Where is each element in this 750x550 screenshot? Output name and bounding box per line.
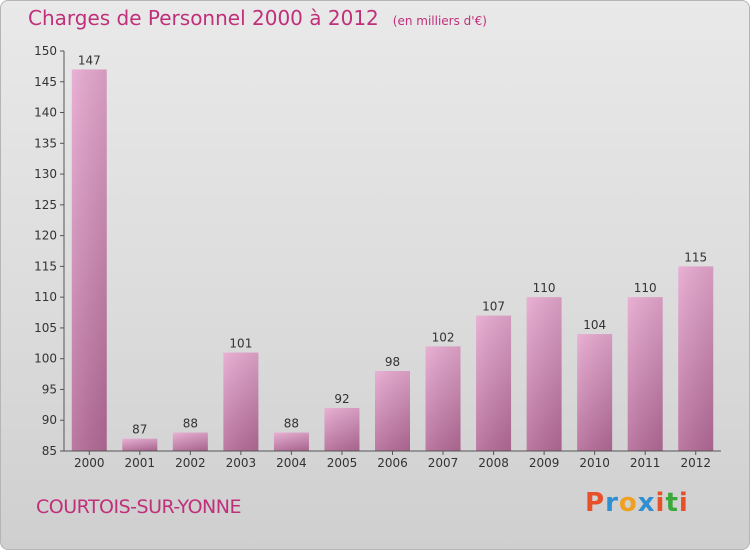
- y-tick-label: 110: [34, 290, 57, 304]
- y-tick-label: 115: [34, 259, 57, 273]
- x-tick-label: 2009: [529, 456, 560, 470]
- proxiti-logo: Proxiti: [585, 488, 689, 518]
- data-label: 101: [229, 337, 252, 351]
- x-tick-label: 2000: [74, 456, 105, 470]
- commune-name: COURTOIS-SUR-YONNE: [36, 496, 241, 518]
- bar-shade: [71, 69, 107, 451]
- bar-shade: [627, 297, 663, 451]
- data-label: 88: [284, 417, 299, 431]
- bars: 147 87 88 101 88 92 98 102 107 110 104 110 115: [71, 53, 714, 451]
- bar-shade: [122, 438, 158, 451]
- bar-shade: [273, 432, 309, 451]
- logo-letter: x: [637, 488, 656, 518]
- logo-letter: i: [678, 488, 689, 518]
- logo-letter: o: [618, 488, 638, 518]
- bar-shade: [476, 315, 512, 451]
- y-tick-label: 150: [34, 44, 57, 58]
- x-tick-label: 2012: [680, 456, 711, 470]
- bar-shade: [172, 432, 208, 451]
- x-axis: 2000 2001 2002 2003 2004 2005 2006 2007 2008 2009…: [64, 450, 721, 470]
- data-label: 107: [482, 300, 505, 314]
- data-label: 92: [334, 392, 349, 406]
- data-label: 104: [583, 318, 606, 332]
- bar-shade: [577, 334, 613, 451]
- y-tick-label: 100: [34, 352, 57, 366]
- x-tick-label: 2005: [327, 456, 358, 470]
- logo-letter: r: [605, 488, 619, 518]
- y-tick-label: 125: [34, 198, 57, 212]
- title-text: Charges de Personnel 2000 à 2012: [28, 6, 379, 30]
- y-tick-label: 85: [42, 444, 57, 458]
- x-tick-label: 2004: [276, 456, 307, 470]
- y-axis: 85 90 95 100 105 110 115 120 125 130 135 140 145 150: [34, 44, 65, 458]
- bar-shade: [223, 352, 259, 451]
- data-label: 110: [533, 281, 556, 295]
- x-tick-label: 2002: [175, 456, 206, 470]
- y-tick-label: 130: [34, 167, 57, 181]
- y-tick-label: 95: [42, 382, 57, 396]
- data-label: 98: [385, 355, 400, 369]
- y-tick-label: 90: [42, 413, 57, 427]
- data-label: 115: [684, 250, 707, 264]
- x-tick-label: 2011: [630, 456, 661, 470]
- bar-shade: [375, 371, 410, 451]
- y-tick-label: 135: [34, 136, 57, 150]
- data-label: 110: [634, 281, 657, 295]
- x-tick-label: 2003: [226, 456, 257, 470]
- bar-shade: [425, 346, 461, 451]
- bar-shade: [324, 407, 360, 451]
- bar-shade: [526, 297, 562, 451]
- data-label: 88: [183, 417, 198, 431]
- y-tick-label: 120: [34, 229, 57, 243]
- logo-letter: P: [585, 488, 606, 518]
- y-tick-label: 145: [34, 75, 57, 89]
- y-tick-label: 105: [34, 321, 57, 335]
- logo-letter: t: [665, 488, 679, 518]
- x-tick-label: 2007: [428, 456, 459, 470]
- data-label: 102: [432, 330, 455, 344]
- bar-shade: [678, 266, 714, 451]
- x-tick-label: 2008: [478, 456, 509, 470]
- chart-title: Charges de Personnel 2000 à 2012 (en mill…: [28, 6, 487, 30]
- logo-letter: i: [655, 488, 666, 518]
- unit-label: (en milliers d'€): [392, 14, 487, 28]
- x-tick-label: 2010: [579, 456, 610, 470]
- x-tick-label: 2006: [377, 456, 408, 470]
- data-label: 87: [132, 423, 147, 437]
- data-label: 147: [78, 53, 101, 67]
- x-tick-label: 2001: [125, 456, 156, 470]
- y-tick-label: 140: [34, 106, 57, 120]
